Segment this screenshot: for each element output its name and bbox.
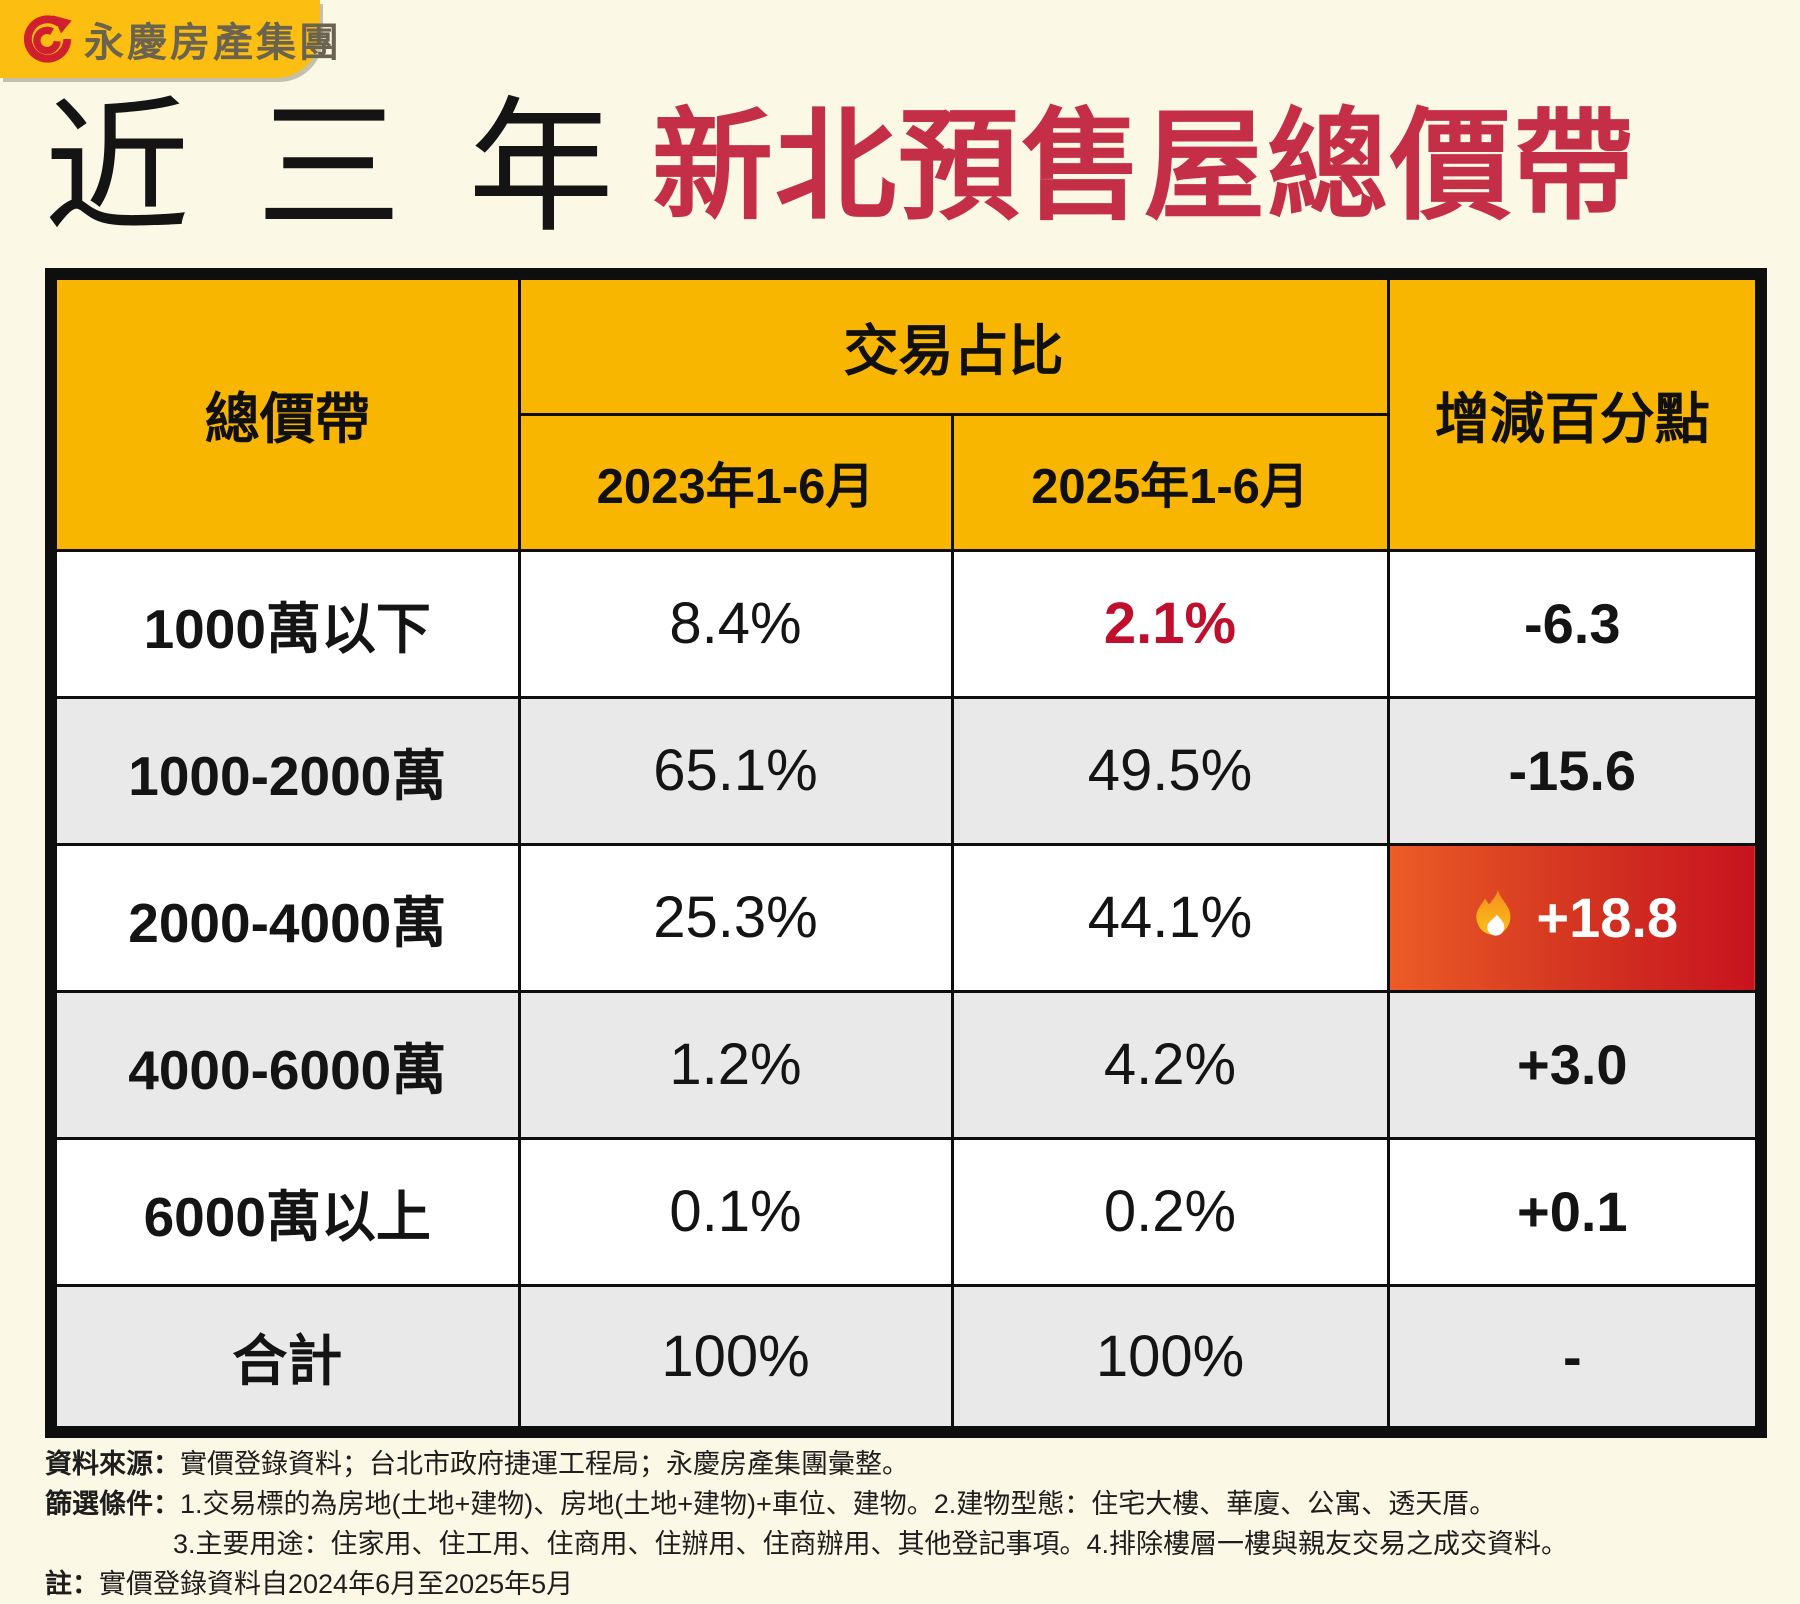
table-row: 2000-4000萬 25.3% 44.1% + [49,842,1763,993]
title-prefix: 近三年 [44,85,680,249]
share-2025-highlight: 2.1% [950,548,1390,699]
share-2025: 4.2% [950,989,1390,1140]
table-row: 6000萬以上 0.1% 0.2% +0.1 [49,1136,1763,1287]
share-2023: 8.4% [517,548,954,699]
band-label: 6000萬以上 [49,1136,521,1287]
price-band-table: 總價帶 交易占比 增減百分點 2023年1-6月 2025年1-6月 1000萬… [45,268,1768,1438]
brand-badge: 永慶房產集團 [0,0,339,78]
change-value-total: - [1386,1283,1763,1434]
change-text: +18.8 [1536,886,1679,949]
share-2025: 0.2% [950,1136,1390,1287]
band-label: 2000-4000萬 [49,842,521,993]
page-title: 近三年 新北預售屋總價帶 [44,70,1637,249]
note-source-label: 資料來源： [45,1449,180,1479]
change-value: -6.3 [1386,548,1763,699]
col-header-period-2025: 2025年1-6月 [950,412,1390,552]
note-source-text: 實價登錄資料；台北市政府捷運工程局；永慶房產集團彙整。 [180,1449,909,1479]
change-value: -15.6 [1386,695,1763,846]
band-label: 1000萬以下 [49,548,521,699]
change-value: +3.0 [1386,989,1763,1140]
col-header-price-band: 總價帶 [49,272,521,552]
note-period-label: 註： [45,1569,99,1599]
band-label-total: 合計 [49,1283,521,1434]
share-2023-total: 100% [517,1283,954,1434]
col-header-period-2023: 2023年1-6月 [517,412,954,552]
note-filter-label: 篩選條件： [45,1489,180,1519]
share-2025-total: 100% [950,1283,1390,1434]
col-header-share-group: 交易占比 [517,272,1390,416]
col-header-change: 增減百分點 [1386,272,1763,552]
band-label: 4000-6000萬 [49,989,521,1140]
share-2023: 0.1% [517,1136,954,1287]
change-value-highlight: +18.8 [1386,842,1763,993]
brand-name: 永慶房產集團 [84,21,342,65]
note-filter-text-2: 3.主要用途：住家用、住工用、住商用、住辦用、住商辦用、其他登記事項。4.排除樓… [173,1529,1569,1559]
table-row: 1000萬以下 8.4% 2.1% -6.3 [49,548,1763,699]
table-row: 4000-6000萬 1.2% 4.2% +3.0 [49,989,1763,1140]
footnotes: 資料來源：實價登錄資料；台北市政府捷運工程局；永慶房產集團彙整。 篩選條件：1.… [45,1444,1765,1604]
share-2023: 65.1% [517,695,954,846]
table-row: 1000-2000萬 65.1% 49.5% -15.6 [49,695,1763,846]
note-period-text: 實價登錄資料自2024年6月至2025年5月 [99,1569,574,1599]
title-highlight: 新北預售屋總價帶 [652,97,1637,234]
share-2023: 1.2% [517,989,954,1140]
note-filter-1: 篩選條件：1.交易標的為房地(土地+建物)、房地(土地+建物)+車位、建物。2.… [45,1484,1765,1524]
fire-icon [1476,889,1511,936]
band-label: 1000-2000萬 [49,695,521,846]
table-row-total: 合計 100% 100% - [49,1283,1763,1434]
note-filter-2: 3.主要用途：住家用、住工用、住商用、住辦用、住商辦用、其他登記事項。4.排除樓… [45,1524,1765,1564]
change-value: +0.1 [1386,1136,1763,1287]
yungching-logo-icon [23,15,72,63]
note-source: 資料來源：實價登錄資料；台北市政府捷運工程局；永慶房產集團彙整。 [45,1444,1765,1484]
share-2025: 49.5% [950,695,1390,846]
note-filter-text-1: 1.交易標的為房地(土地+建物)、房地(土地+建物)+車位、建物。2.建物型態：… [180,1489,1497,1519]
share-2025: 44.1% [950,842,1390,993]
share-2023: 25.3% [517,842,954,993]
note-period: 註：實價登錄資料自2024年6月至2025年5月 [45,1564,1765,1604]
